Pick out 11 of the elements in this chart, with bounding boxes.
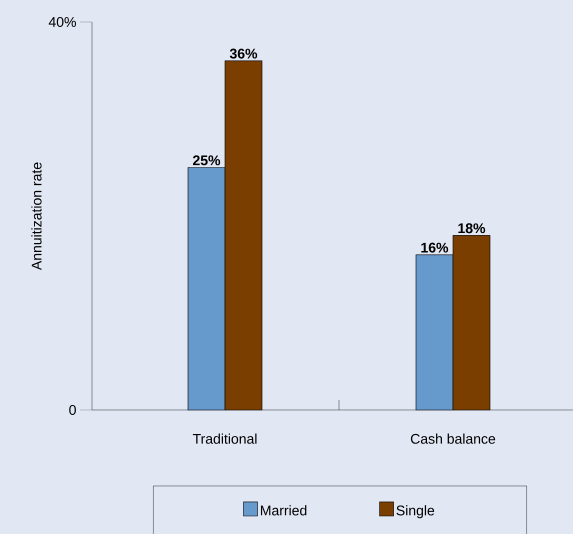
legend-label: Single — [396, 505, 434, 518]
x-tick-label: Traditional — [192, 434, 256, 444]
data-label: 36% — [230, 48, 258, 59]
data-label: 16% — [421, 242, 448, 253]
y-tick-label: 40% — [48, 17, 76, 27]
y-tick-label: 0 — [69, 405, 76, 415]
x-tick-label: Cash balance — [410, 434, 496, 444]
legend-label: Married — [260, 505, 306, 516]
data-label: 18% — [458, 223, 486, 234]
y-axis-title: Annuitization rate — [31, 162, 42, 270]
data-label: 25% — [192, 155, 220, 166]
